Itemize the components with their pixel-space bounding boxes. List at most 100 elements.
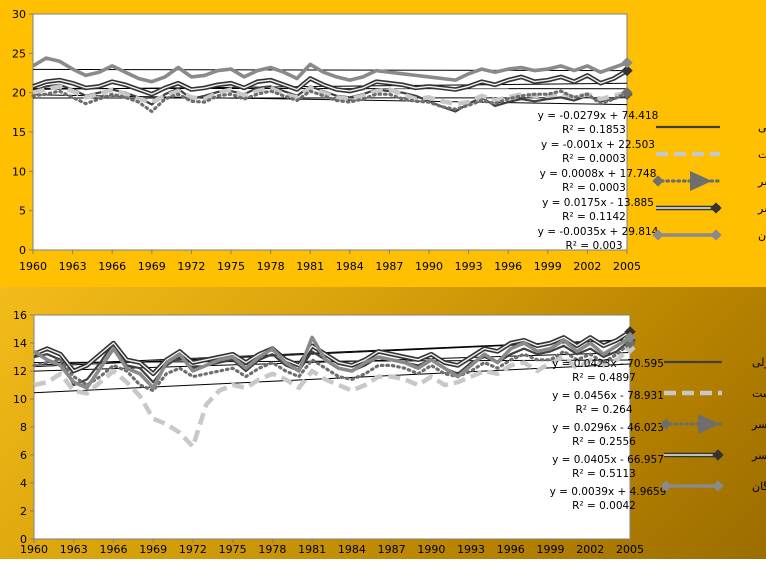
legend-label: رامسر [757, 175, 766, 188]
x-tick-label: 1972 [177, 260, 205, 273]
x-tick-label: 1999 [537, 543, 565, 556]
x-tick-label: 1996 [494, 260, 522, 273]
trendline-r2: R² = 0.1853 [562, 124, 626, 136]
legend-diamond-marker [712, 449, 723, 460]
legend-label: گرگان [752, 480, 766, 493]
y-tick-label: 4 [20, 477, 27, 490]
trendline-equation: y = 0.0423x - 70.595 [552, 358, 664, 370]
x-tick-label: 1978 [257, 260, 285, 273]
trendline-equation: y = 0.0296x - 46.023 [552, 422, 664, 434]
x-tick-label: 2002 [573, 260, 601, 273]
legend-item: بابلسر [656, 202, 766, 215]
legend-item: گرگان [652, 229, 766, 242]
trendline-equation: y = 0.0456x - 78.931 [552, 390, 664, 402]
trendline-equation: y = -0.001x + 22.503 [541, 139, 655, 151]
legend-diamond-marker [712, 480, 723, 491]
y-tick-label: 12 [13, 365, 27, 378]
x-tick-label: 1963 [60, 543, 88, 556]
y-tick-label: 2 [20, 505, 27, 518]
x-tick-label: 1999 [534, 260, 562, 273]
x-tick-label: 1975 [217, 260, 245, 273]
trendline-r2: R² = 0.003 [565, 240, 622, 252]
trendline-r2: R² = 0.5113 [572, 468, 636, 480]
legend-item: انزلی [664, 356, 766, 369]
y-tick-label: 8 [20, 421, 27, 434]
x-tick-label: 1963 [59, 260, 87, 273]
legend-label: بابلسر [751, 449, 766, 462]
x-tick-label: 2002 [576, 543, 604, 556]
x-tick-label: 1987 [375, 260, 403, 273]
y-tick-label: 6 [20, 449, 27, 462]
x-tick-label: 1972 [179, 543, 207, 556]
x-tick-label: 1966 [99, 543, 127, 556]
legend-triangle-marker [690, 171, 712, 191]
trendline-r2: R² = 0.4897 [572, 372, 636, 384]
trendline-r2: R² = 0.0003 [562, 153, 626, 165]
top-chart: 0 5 10 15 20 25 30 1960 1963 1966 1969 1972 1975 1978… [0, 0, 766, 287]
legend-label: رشت [752, 387, 766, 400]
x-tick-label: 1993 [455, 260, 483, 273]
y-tick-label: 10 [12, 165, 26, 178]
trendline-r2: R² = 0.264 [575, 404, 632, 416]
legend-item: رشت [656, 148, 766, 161]
top-chart-panel: 0 5 10 15 20 25 30 1960 1963 1966 1969 1972 1975 1978… [0, 0, 766, 287]
x-tick-label: 1978 [258, 543, 286, 556]
trendline-equation: y = 0.0175x - 13.885 [542, 197, 654, 209]
legend-item: گرگان [660, 480, 766, 493]
trendline-equation: y = -0.0279x + 74.418 [538, 110, 659, 122]
trendline-r2: R² = 0.0003 [562, 182, 626, 194]
plot-area [33, 14, 627, 250]
x-tick-label: 2005 [613, 260, 641, 273]
legend-item: رامسر [652, 171, 766, 191]
y-tick-label: 15 [12, 126, 26, 139]
x-tick-label: 1993 [457, 543, 485, 556]
y-tick-label: 25 [12, 47, 26, 60]
trendline-equation: y = 0.0039x + 4.9659 [550, 486, 667, 498]
trendline-equation: y = 0.0008x + 17.748 [540, 168, 657, 180]
x-tick-label: 1960 [20, 543, 48, 556]
x-tick-label: 1966 [98, 260, 126, 273]
x-tick-label: 1996 [497, 543, 525, 556]
x-tick-label: 1990 [415, 260, 443, 273]
legend-item: بابلسر [664, 449, 766, 462]
legend-triangle-marker [698, 414, 720, 434]
x-tick-label: 1981 [296, 260, 324, 273]
x-tick-label: 1969 [139, 543, 167, 556]
x-tick-label: 1990 [417, 543, 445, 556]
x-tick-label: 1969 [138, 260, 166, 273]
legend-item: رشت [664, 387, 766, 400]
trendline-r2: R² = 0.0042 [572, 500, 636, 512]
trendline-r2: R² = 0.1142 [562, 211, 626, 223]
x-tick-label: 1984 [336, 260, 364, 273]
x-tick-label: 1987 [378, 543, 406, 556]
y-tick-label: 30 [12, 8, 26, 21]
y-tick-label: 5 [19, 205, 26, 218]
legend-label: انزلی [758, 121, 766, 134]
legend-item: انزلی [656, 121, 766, 134]
trendline-r2: R² = 0.2556 [572, 436, 636, 448]
legend-item: رامسر [660, 414, 766, 434]
x-tick-label: 1975 [219, 543, 247, 556]
x-tick-label: 1960 [19, 260, 47, 273]
y-tick-label: 14 [13, 337, 27, 350]
y-tick-label: 20 [12, 87, 26, 100]
y-tick-label: 10 [13, 393, 27, 406]
x-tick-label: 1984 [338, 543, 366, 556]
trendline-equation: y = 0.0405x - 66.957 [552, 454, 664, 466]
x-tick-label: 1981 [298, 543, 326, 556]
y-tick-label: 0 [19, 244, 26, 257]
legend-diamond-marker [710, 202, 721, 213]
legend-label: بابلسر [757, 202, 766, 215]
y-tick-label: 16 [13, 309, 27, 322]
legend-label: گرگان [758, 229, 766, 242]
plot-area [34, 315, 630, 539]
legend-label: رامسر [751, 418, 766, 431]
trendline-equation: y = -0.0035x + 29.814 [538, 226, 659, 238]
legend-diamond-marker [710, 229, 721, 240]
legend-label: انزلی [752, 356, 766, 369]
legend-label: رشت [758, 148, 766, 161]
x-tick-label: 2005 [616, 543, 644, 556]
